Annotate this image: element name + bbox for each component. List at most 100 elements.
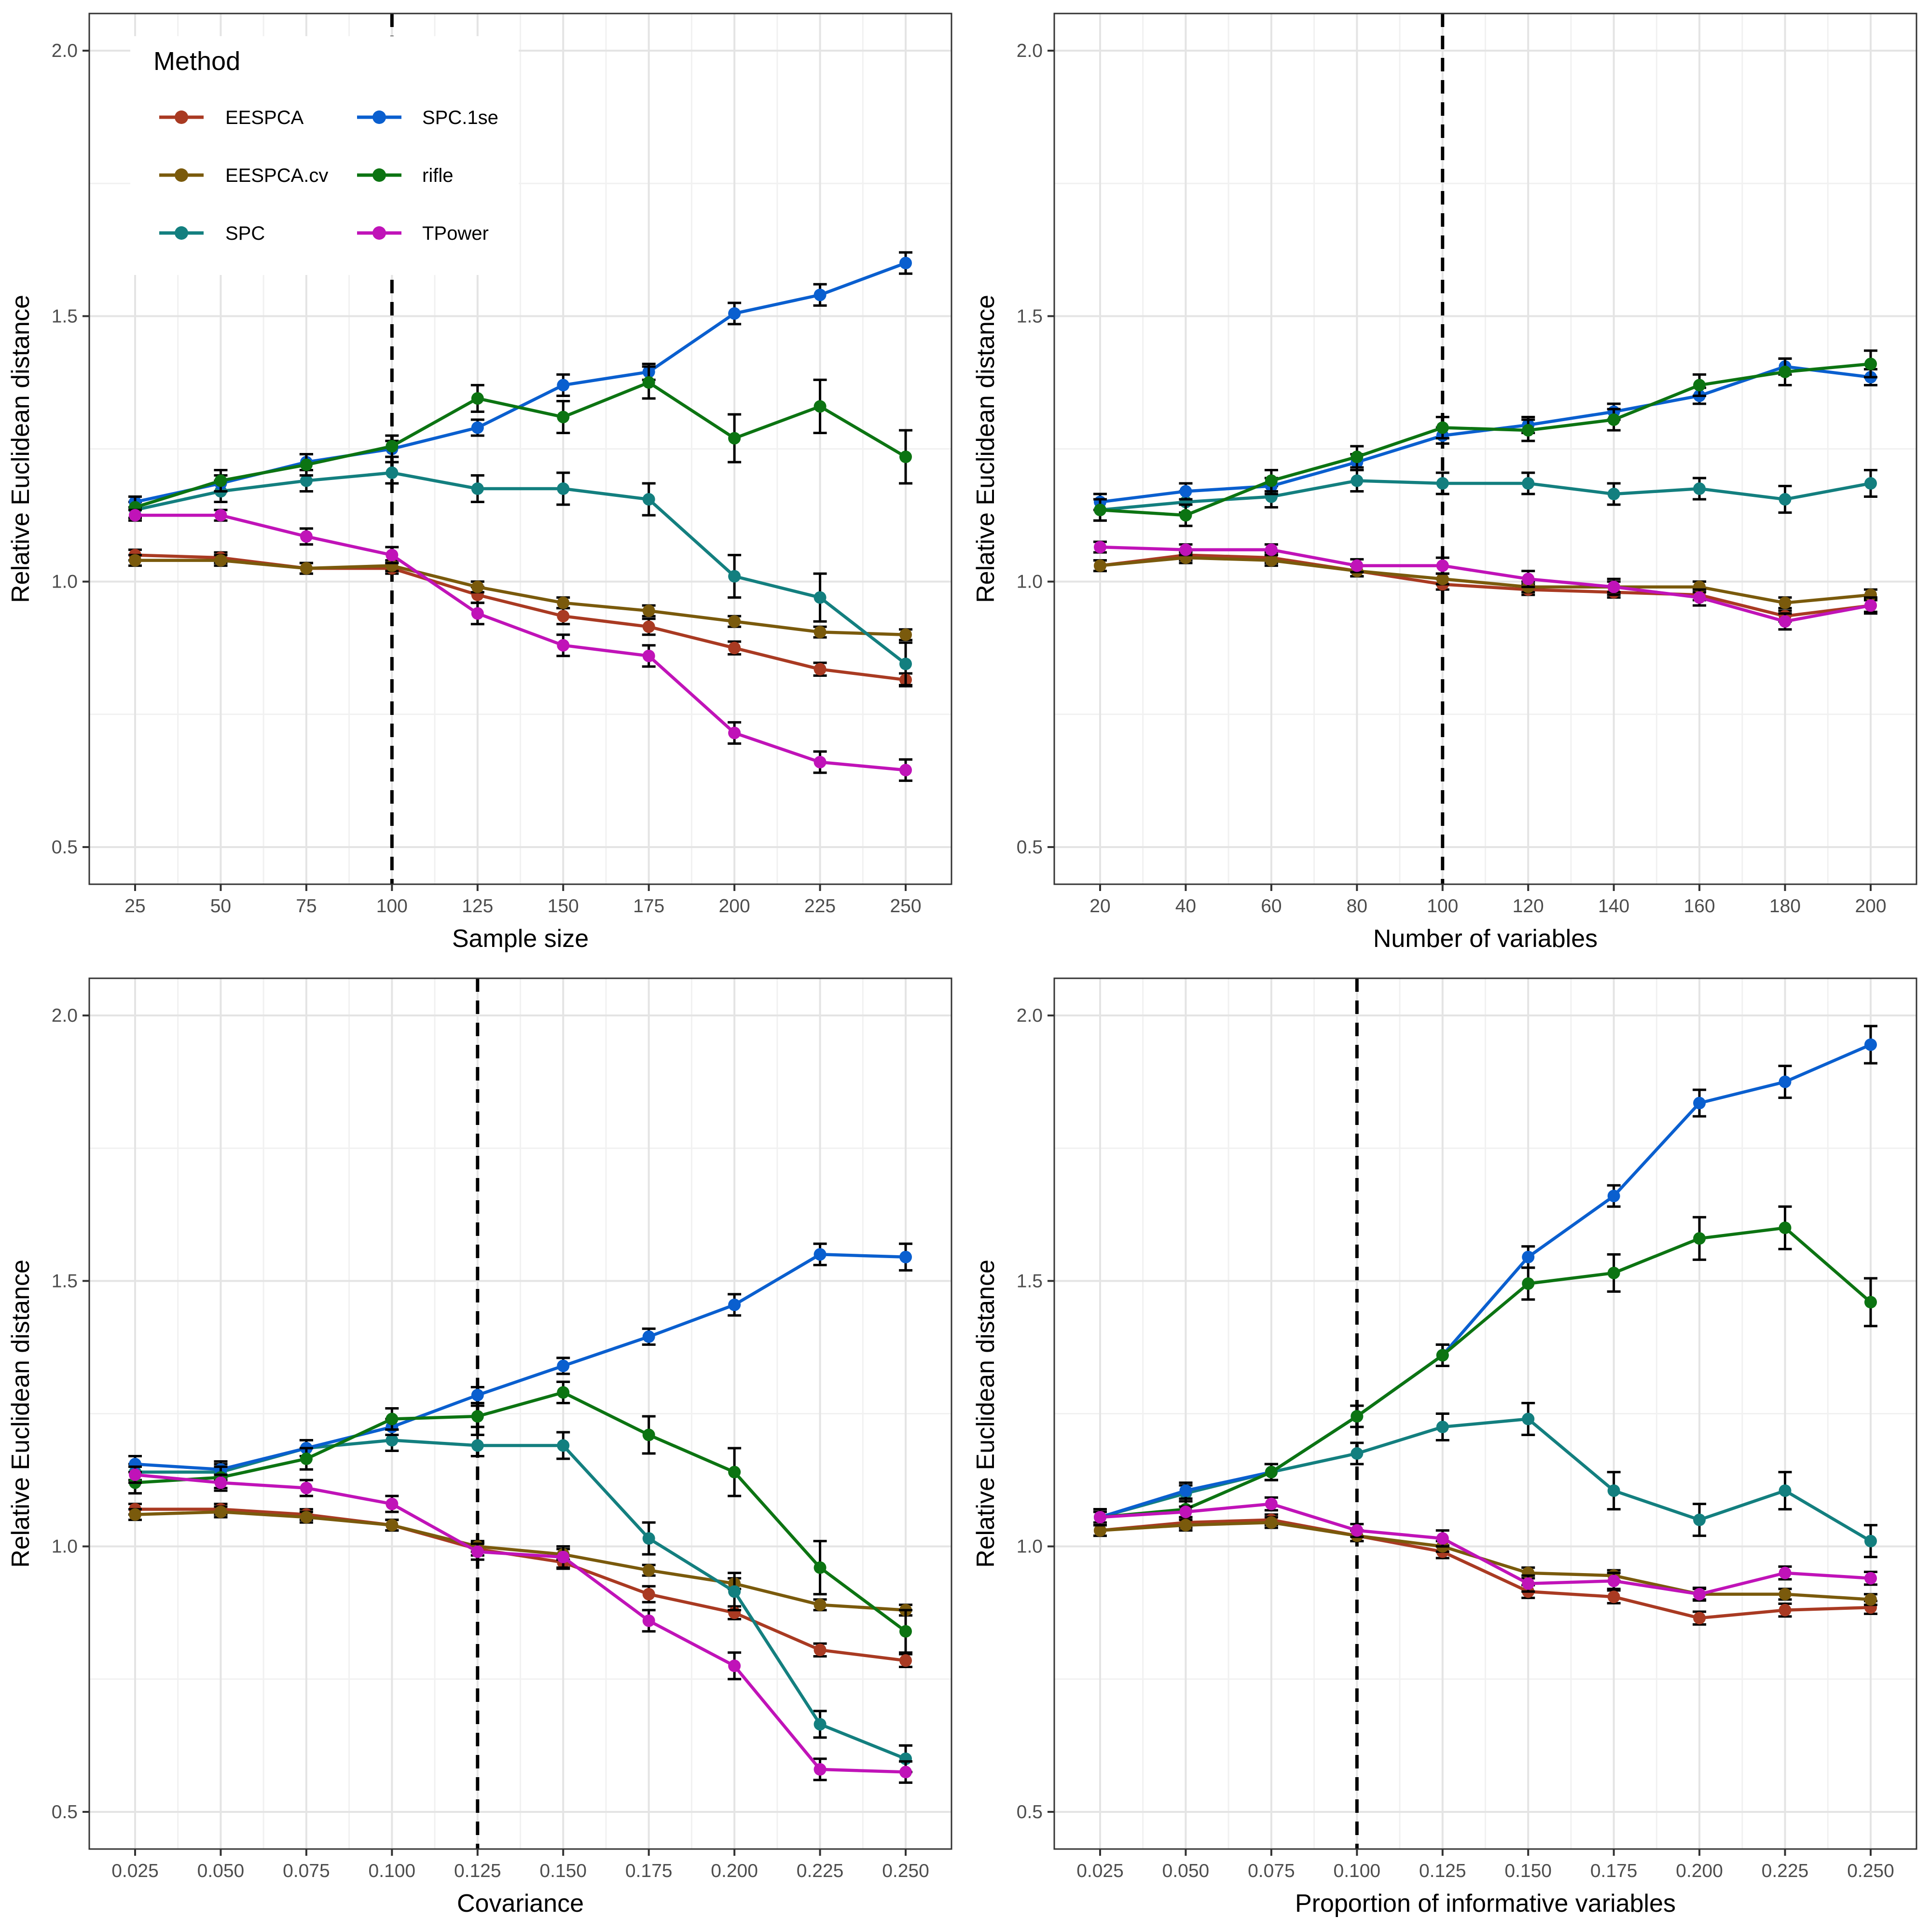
data-point	[1522, 573, 1535, 586]
data-point	[1265, 1516, 1278, 1529]
data-point	[642, 649, 655, 662]
data-point	[1778, 1075, 1792, 1088]
data-point	[642, 493, 655, 506]
series-line	[135, 1391, 907, 1633]
data-point	[1265, 474, 1278, 487]
series-SPC	[128, 461, 912, 686]
data-point	[1864, 357, 1877, 370]
x-tick-label: 180	[1769, 896, 1801, 917]
legend-key-point	[175, 226, 188, 240]
data-point	[899, 628, 912, 641]
data-point	[1607, 1590, 1620, 1603]
data-point	[129, 509, 141, 522]
legend-label: SPC.1se	[422, 107, 498, 128]
x-tick-label: 0.175	[1590, 1861, 1638, 1881]
x-axis-title: Number of variables	[1373, 925, 1598, 953]
panel-2: 20 40 60 80 100 120 140 160 180 200 0.5 1.0 1.5 2.0 Nu…	[972, 13, 1917, 953]
x-tick-label: 0.150	[1504, 1861, 1552, 1881]
data-point	[642, 1614, 655, 1627]
x-tick-label: 20	[1089, 896, 1110, 917]
y-tick-label: 1.5	[1017, 306, 1043, 327]
series-line	[1100, 1502, 1871, 1596]
data-point	[471, 1545, 484, 1558]
data-point	[813, 400, 827, 413]
data-point	[1522, 1412, 1535, 1425]
data-point	[1607, 580, 1620, 593]
x-tick-label: 175	[633, 896, 664, 917]
x-tick-label: 80	[1347, 896, 1367, 917]
data-point	[813, 1561, 827, 1574]
data-point	[899, 1766, 912, 1779]
x-tick-label: 125	[462, 896, 493, 917]
y-axis-title: Relative Euclidean distance	[972, 1260, 1000, 1568]
x-tick-label: 0.025	[111, 1861, 159, 1881]
data-point	[386, 1434, 399, 1447]
y-tick-label: 1.0	[1017, 1536, 1043, 1557]
y-axis-title: Relative Euclidean distance	[7, 295, 35, 603]
data-point	[813, 591, 827, 604]
x-tick-label: 100	[376, 896, 408, 917]
legend: Method EESPCA EESPCA.cv SPC SPC.1se rifle TPow…	[130, 36, 519, 275]
x-tick-label: 40	[1175, 896, 1196, 917]
data-point	[1607, 413, 1620, 426]
x-tick-label: 0.250	[882, 1861, 929, 1881]
data-point	[471, 1439, 484, 1452]
data-point	[1094, 1511, 1106, 1524]
data-point	[1436, 1532, 1449, 1545]
data-point	[1778, 1588, 1792, 1601]
data-point	[728, 570, 741, 583]
data-point	[813, 288, 827, 301]
data-point	[1351, 559, 1364, 572]
panel-border	[88, 977, 952, 1850]
series-line	[135, 1473, 906, 1774]
data-point	[1522, 1277, 1535, 1290]
data-point	[1351, 474, 1364, 487]
series-line	[1100, 553, 1871, 618]
data-point	[728, 615, 741, 628]
x-tick-label: 75	[296, 896, 317, 917]
y-axis-title: Relative Euclidean distance	[7, 1260, 35, 1568]
x-tick-label: 0.125	[1419, 1861, 1466, 1881]
series-TPower	[128, 508, 912, 782]
data-point	[1778, 1484, 1792, 1497]
data-point	[813, 755, 827, 768]
data-point	[1607, 1484, 1620, 1497]
y-axis-title: Relative Euclidean distance	[972, 295, 1000, 603]
data-point	[1436, 1349, 1449, 1362]
data-point	[471, 580, 484, 593]
x-tick-label: 50	[210, 896, 231, 917]
data-point	[471, 1410, 484, 1423]
data-point	[300, 1511, 313, 1524]
x-tick-label: 0.125	[454, 1861, 501, 1881]
data-point	[1094, 559, 1106, 572]
legend-key-point	[175, 110, 188, 124]
data-point	[1607, 1575, 1620, 1588]
x-axis-title: Sample size	[452, 925, 589, 953]
data-point	[1864, 1593, 1877, 1606]
legend-key-point	[175, 168, 188, 182]
series-line	[1100, 1043, 1872, 1519]
x-tick-label: 0.050	[197, 1861, 245, 1881]
legend-item-SPC: SPC	[159, 223, 265, 244]
data-point	[557, 411, 570, 424]
legend-item-rifle: rifle	[357, 165, 453, 186]
series-line	[1100, 1226, 1872, 1519]
legend-item-SPC.1se: SPC.1se	[357, 107, 498, 128]
data-point	[728, 432, 741, 445]
legend-label: TPower	[422, 223, 489, 244]
x-tick-label: 0.150	[539, 1861, 587, 1881]
data-point	[899, 1250, 912, 1263]
data-point	[642, 1330, 655, 1343]
data-point	[642, 376, 655, 389]
data-point	[1179, 543, 1192, 556]
data-point	[129, 1468, 141, 1481]
panel-3: 0.025 0.050 0.075 0.100 0.125 0.150 0.175 0.200…	[7, 977, 952, 1918]
data-point	[1179, 509, 1192, 522]
x-tick-label: 60	[1261, 896, 1282, 917]
data-point	[728, 1585, 741, 1598]
data-point	[557, 1359, 570, 1372]
x-tick-label: 250	[890, 896, 921, 917]
x-tick-label: 0.100	[369, 1861, 416, 1881]
panel-border	[88, 13, 952, 885]
